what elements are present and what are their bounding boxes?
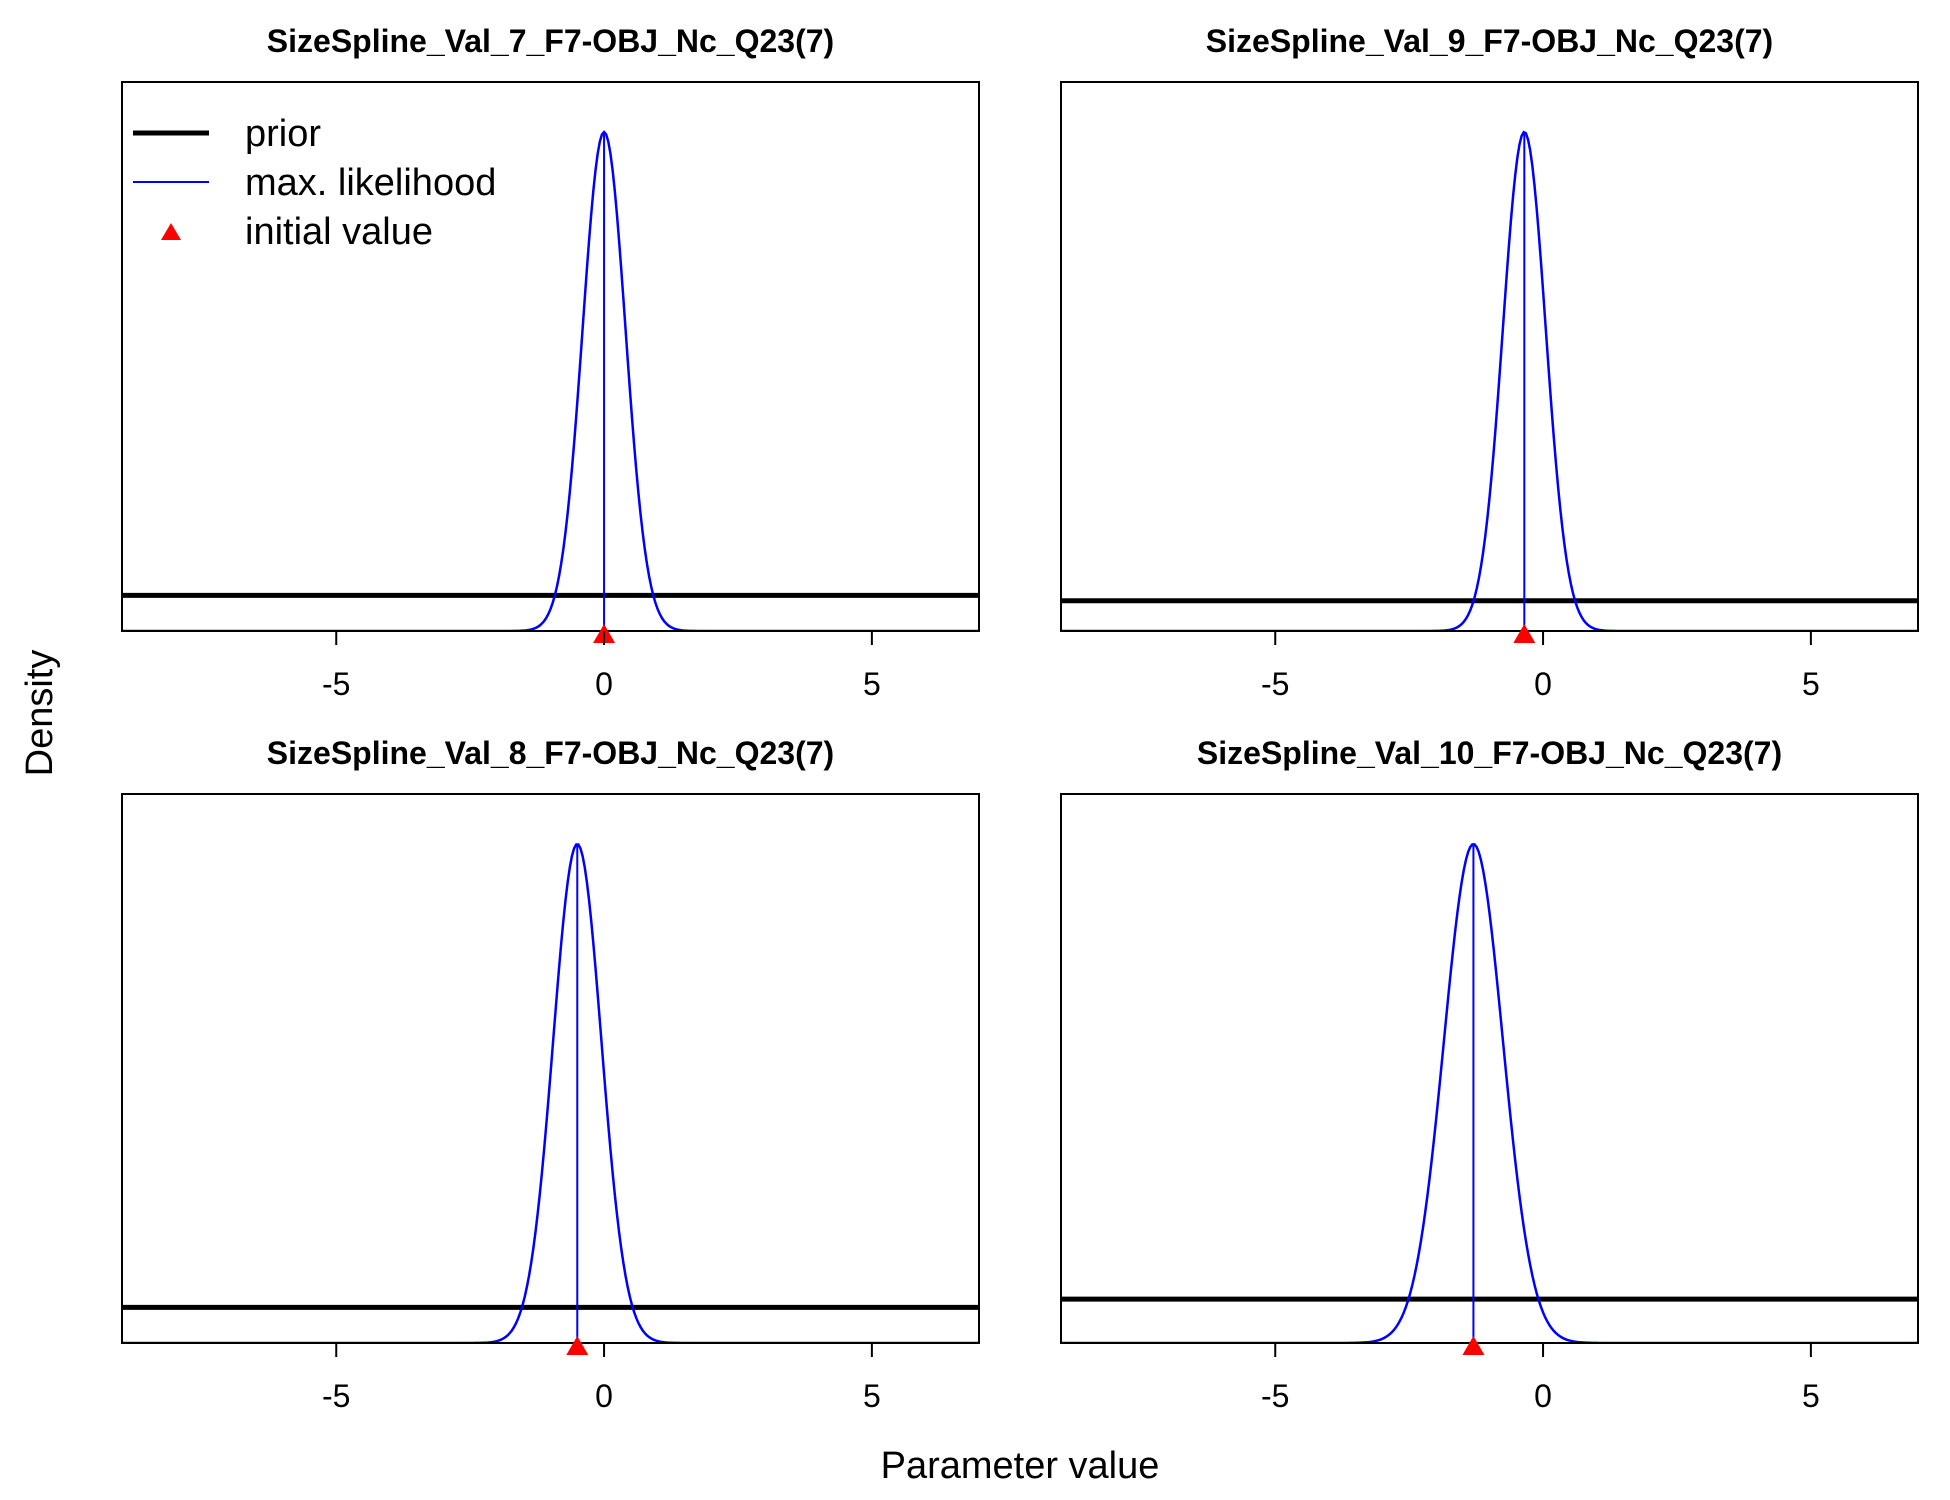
plot-frame [1060, 793, 1919, 1344]
panel-title: SizeSpline_Val_7_F7-OBJ_Nc_Q23(7) [267, 23, 834, 59]
legend-item-initial-value: initial value [161, 211, 433, 253]
plot-area [1061, 843, 1918, 1343]
panel-2: SizeSpline_Val_9_F7-OBJ_Nc_Q23(7) -5 0 5 [1060, 23, 1919, 702]
x-tick-label: -5 [1261, 666, 1289, 702]
x-axis: -5 0 5 [1261, 1343, 1820, 1414]
x-axis: -5 0 5 [1261, 631, 1820, 702]
plot-area [122, 843, 979, 1343]
x-tick-label: -5 [322, 1378, 350, 1414]
x-tick-label: -5 [1261, 1378, 1289, 1414]
legend-item-prior: prior [133, 113, 321, 155]
plot-frame [1060, 81, 1919, 632]
plot-area [122, 130, 979, 631]
x-tick-label: 0 [1534, 666, 1552, 702]
panel-title: SizeSpline_Val_8_F7-OBJ_Nc_Q23(7) [267, 735, 834, 771]
mle-curve [1061, 130, 1918, 631]
y-axis-title: Density [19, 650, 61, 777]
x-tick-label: 0 [595, 1378, 613, 1414]
initial-value-marker [566, 1336, 589, 1355]
x-tick-label: 0 [1534, 1378, 1552, 1414]
x-axis: -5 0 5 [322, 1343, 881, 1414]
x-tick-label: 5 [863, 1378, 881, 1414]
panel-1: SizeSpline_Val_7_F7-OBJ_Nc_Q23(7) -5 0 5 [121, 23, 980, 702]
legend-swatch [161, 223, 181, 240]
initial-value-marker [1462, 1336, 1485, 1355]
x-tick-label: 5 [1802, 1378, 1820, 1414]
x-tick-label: 0 [595, 666, 613, 702]
x-axis: -5 0 5 [322, 631, 881, 702]
x-tick-label: -5 [322, 666, 350, 702]
panel-title: SizeSpline_Val_10_F7-OBJ_Nc_Q23(7) [1197, 735, 1782, 771]
plot-frame [121, 81, 980, 632]
legend-label: initial value [245, 211, 433, 253]
mle-curve [1061, 843, 1918, 1343]
panel-title: SizeSpline_Val_9_F7-OBJ_Nc_Q23(7) [1206, 23, 1773, 59]
legend: prior max. likelihood initial value [133, 113, 496, 253]
x-tick-label: 5 [1802, 666, 1820, 702]
legend-item-max-likelihood: max. likelihood [133, 162, 496, 204]
initial-value-marker [1513, 624, 1536, 643]
legend-label: max. likelihood [245, 162, 496, 204]
panel-3: SizeSpline_Val_8_F7-OBJ_Nc_Q23(7) -5 0 5 [121, 735, 980, 1414]
panel-4: SizeSpline_Val_10_F7-OBJ_Nc_Q23(7) -5 0 5 [1060, 735, 1919, 1414]
x-axis-title: Parameter value [881, 1445, 1160, 1487]
x-tick-label: 5 [863, 666, 881, 702]
mle-curve [122, 843, 979, 1343]
legend-label: prior [245, 113, 321, 155]
plot-frame [121, 793, 980, 1344]
plot-area [1061, 130, 1918, 631]
panels: SizeSpline_Val_7_F7-OBJ_Nc_Q23(7)-5 0 5Siz… [121, 23, 1919, 1414]
mle-curve [122, 130, 979, 631]
